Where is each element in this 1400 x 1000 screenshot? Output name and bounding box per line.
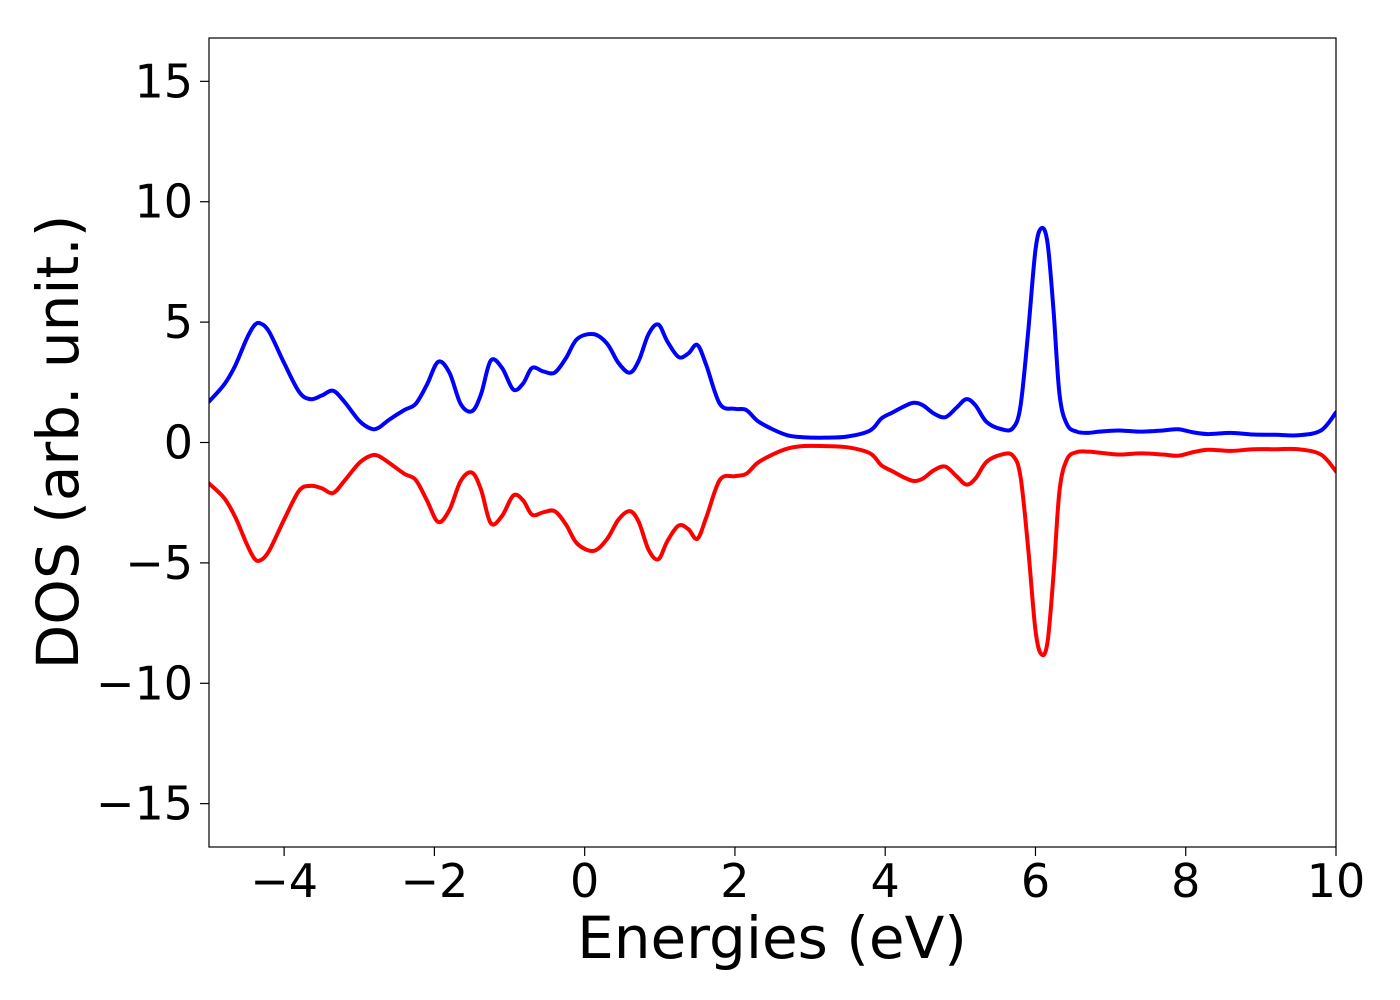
y-axis-label: DOS (arb. unit.) — [24, 215, 92, 670]
y-tick-label: 0 — [164, 416, 193, 470]
y-tick-label: −10 — [96, 656, 193, 710]
y-tick-label: −5 — [125, 536, 193, 590]
x-tick-label: 10 — [1307, 854, 1366, 908]
x-tick-label: 8 — [1171, 854, 1200, 908]
y-tick-label: 5 — [164, 295, 193, 349]
x-tick-label: 4 — [871, 854, 900, 908]
y-axis: 15 10 5 0 −5 −10 −15 — [96, 54, 209, 831]
x-axis-label: Energies (eV) — [577, 904, 967, 972]
x-tick-label: 2 — [720, 854, 749, 908]
x-axis: −4 −2 0 2 4 6 8 10 — [250, 847, 1365, 908]
series-layer — [209, 225, 1336, 658]
y-tick-label: −15 — [96, 777, 193, 831]
y-tick-label: 15 — [134, 54, 193, 108]
y-tick-label: 10 — [134, 175, 193, 229]
series-line-spin-up — [209, 225, 1336, 440]
plot-area — [208, 37, 1337, 848]
x-tick-label: 0 — [570, 854, 599, 908]
x-tick-label: −2 — [400, 854, 468, 908]
series-line-spin-down — [209, 443, 1336, 658]
plot-frame — [208, 37, 1337, 848]
x-tick-label: 6 — [1021, 854, 1050, 908]
x-tick-label: −4 — [250, 854, 318, 908]
